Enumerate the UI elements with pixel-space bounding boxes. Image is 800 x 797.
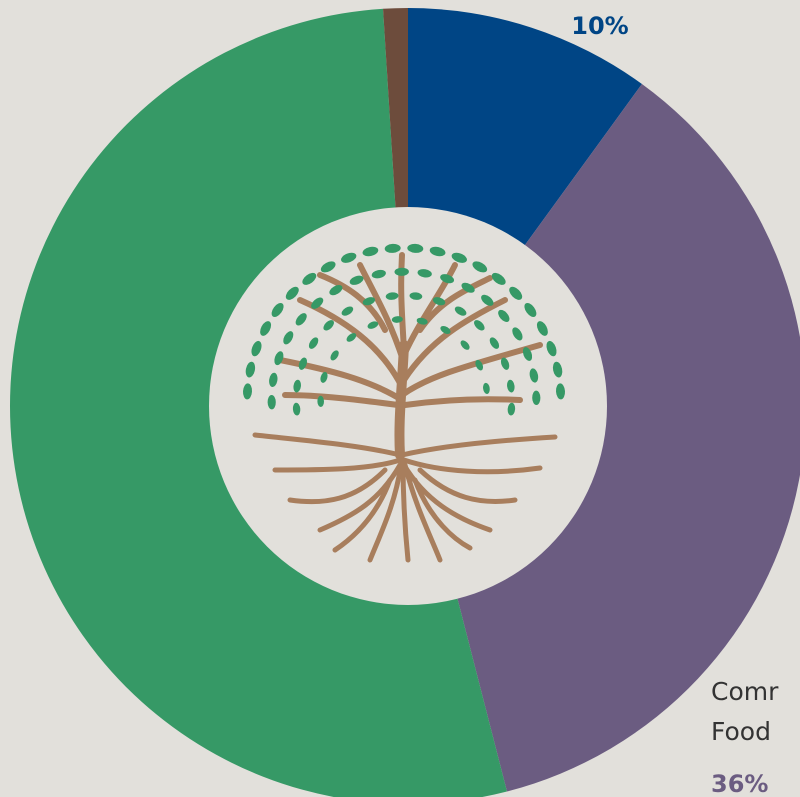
slice-percent-label: 36%: [711, 770, 768, 797]
slice-category-label: Comr: [711, 677, 779, 706]
slice-percent-label: 10%: [571, 12, 628, 40]
tree-of-life-logo: [242, 243, 566, 563]
slice-category-label: Food: [711, 717, 771, 746]
slice-labels: 10% Comr Food 36%: [571, 12, 779, 797]
